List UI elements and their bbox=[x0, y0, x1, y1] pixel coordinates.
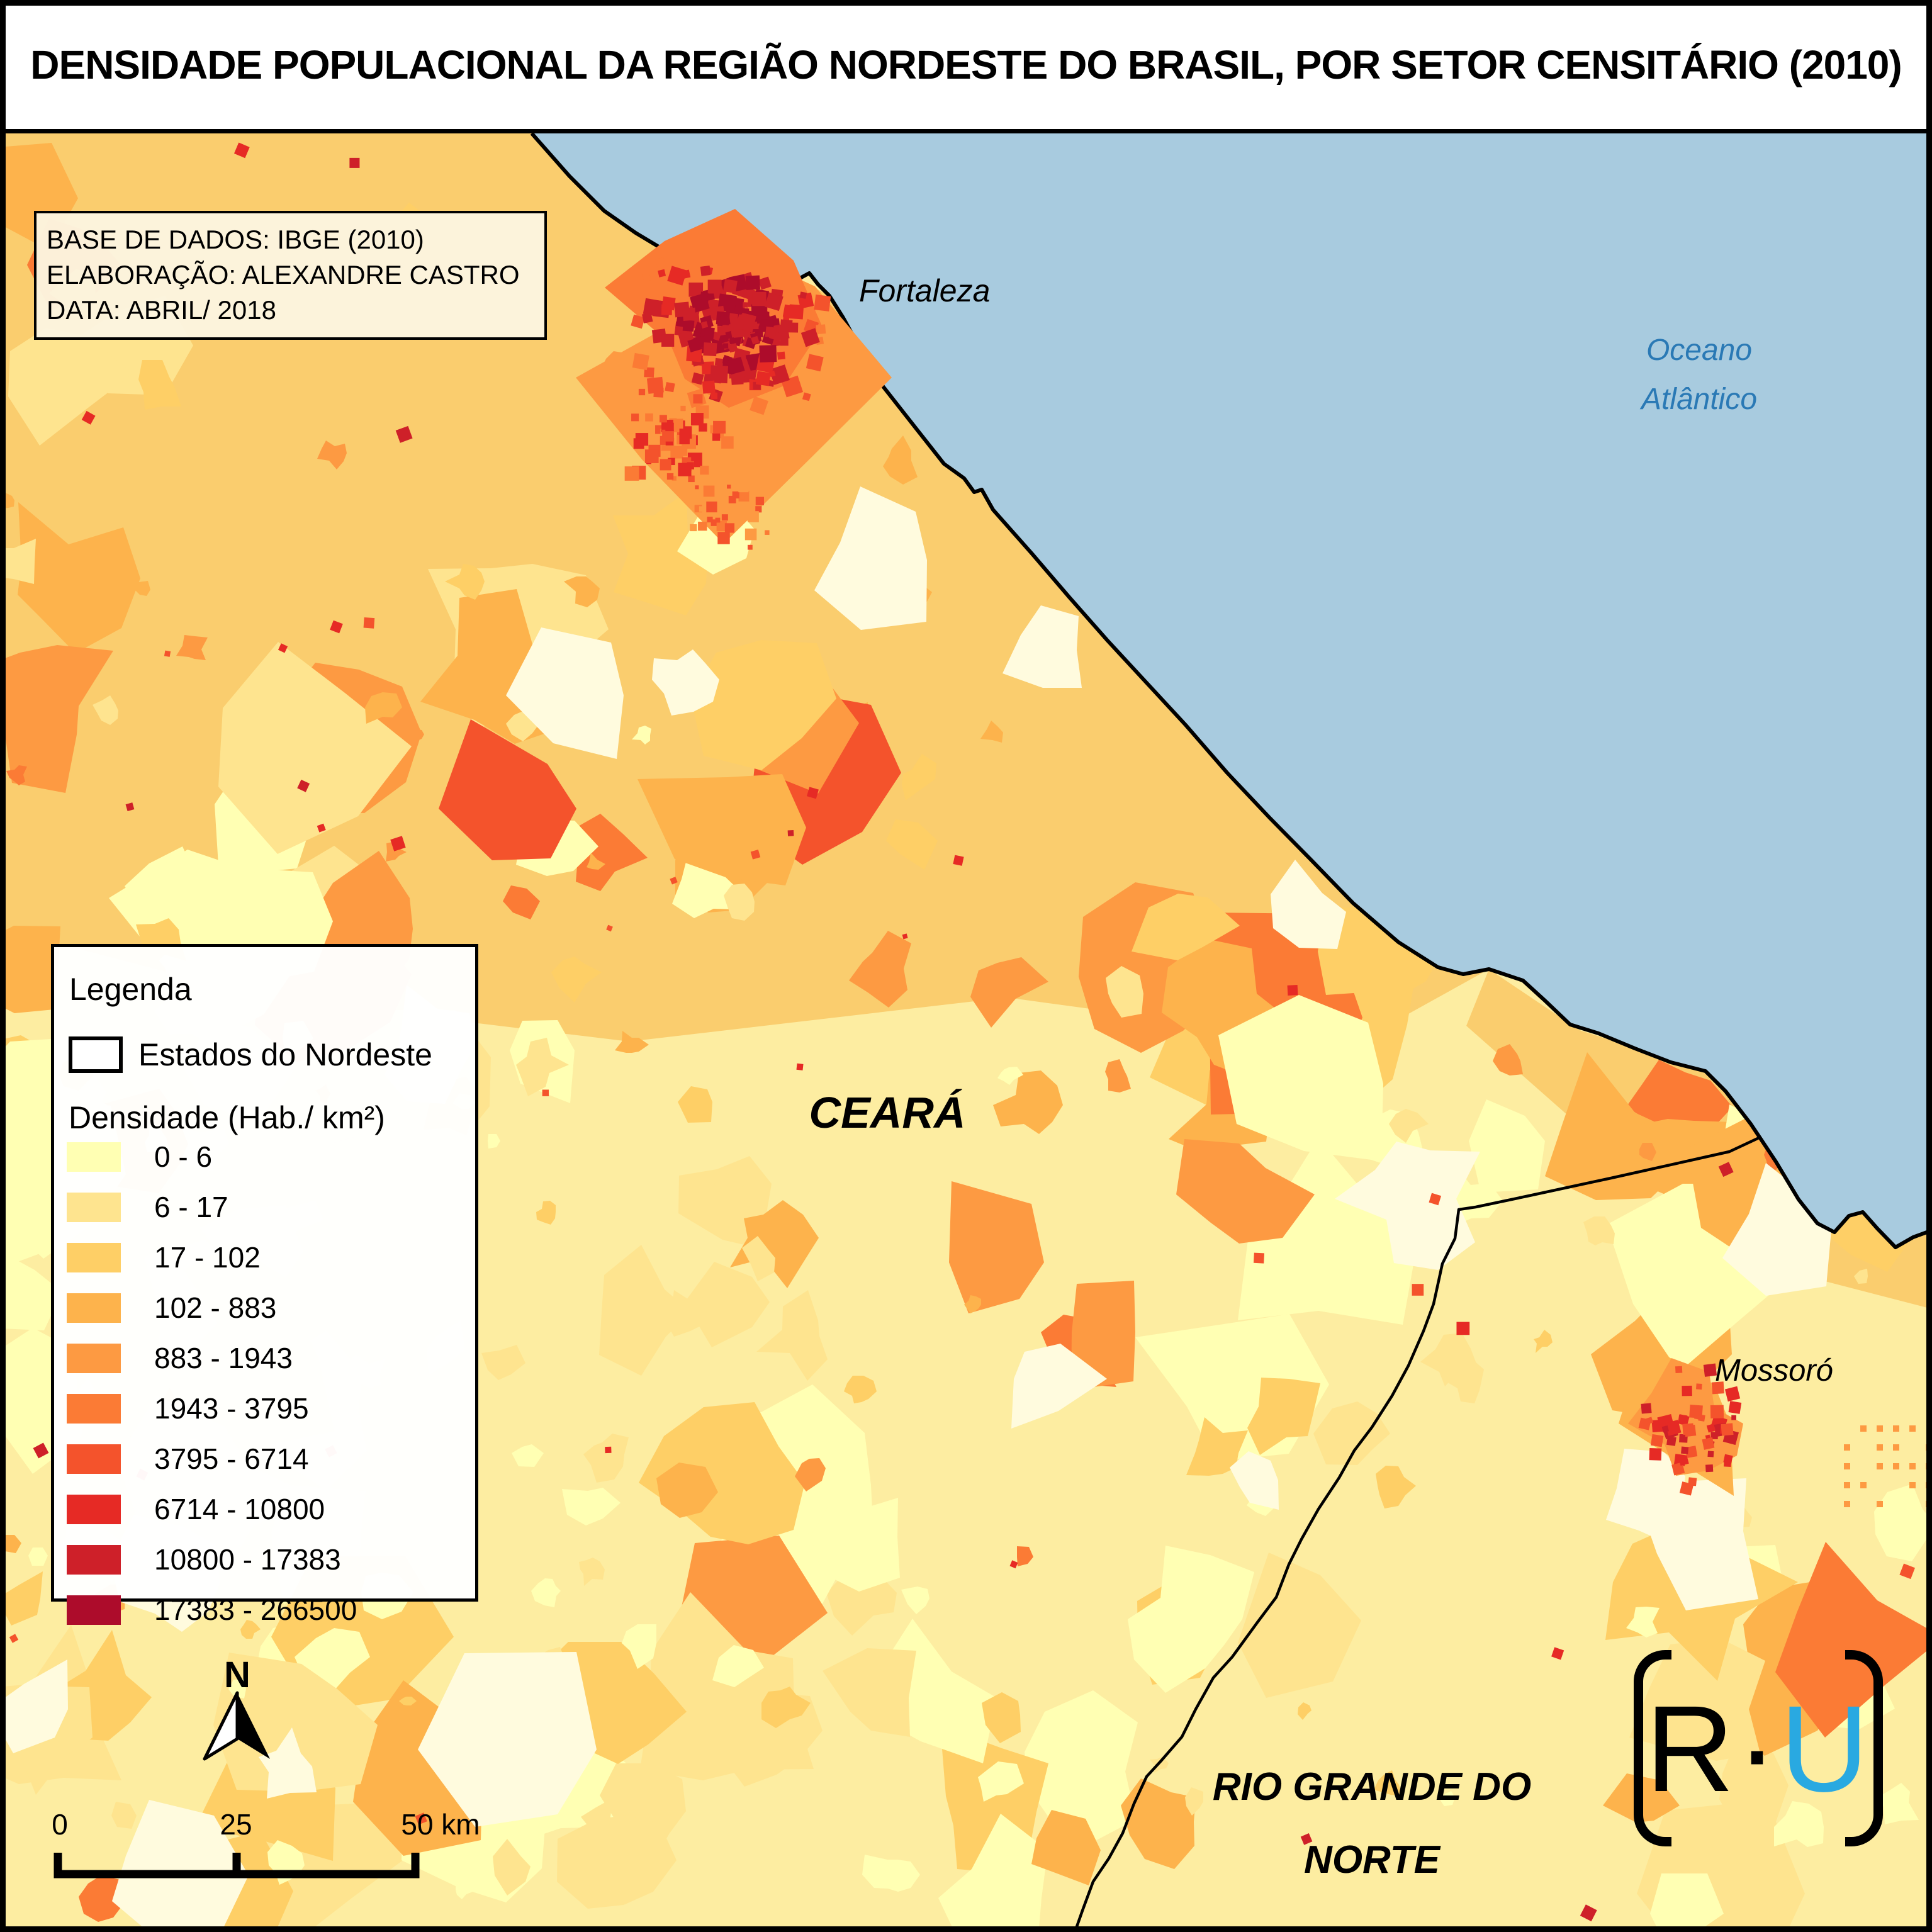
legend-class-swatch bbox=[67, 1444, 121, 1474]
rgn-label-line1: RIO GRANDE DO bbox=[1212, 1765, 1532, 1809]
legend-class-swatch bbox=[67, 1192, 121, 1222]
north-arrow-label: N bbox=[224, 1654, 250, 1695]
legend-heading: Legenda bbox=[69, 972, 192, 1007]
legend-class-swatch bbox=[67, 1393, 121, 1424]
legend-class-row: 3795 - 6714 bbox=[67, 1442, 357, 1476]
ocean-label-line1: Oceano bbox=[1646, 334, 1753, 367]
page-title: DENSIDADE POPULACIONAL DA REGIÃO NORDEST… bbox=[30, 42, 1902, 87]
ocean-label: Oceano Atlântico bbox=[1592, 326, 1806, 424]
legend-class-row: 1943 - 3795 bbox=[67, 1391, 357, 1425]
legend-class-label: 6 - 17 bbox=[154, 1191, 228, 1223]
legend-class-swatch bbox=[67, 1343, 121, 1373]
legend-class-label: 883 - 1943 bbox=[154, 1342, 293, 1374]
legend-class-swatch bbox=[67, 1293, 121, 1323]
legend-class-label: 3795 - 6714 bbox=[154, 1442, 309, 1475]
legend-class-label: 6714 - 10800 bbox=[154, 1493, 325, 1525]
logo-dot: · bbox=[1736, 1680, 1780, 1817]
legend-class-label: 1943 - 3795 bbox=[154, 1392, 309, 1425]
logo-letter-r: R bbox=[1645, 1680, 1737, 1817]
legend-class-label: 17383 - 266500 bbox=[154, 1593, 357, 1626]
legend-class-row: 883 - 1943 bbox=[67, 1341, 357, 1375]
scale-label-25: 25 bbox=[220, 1808, 252, 1841]
legend-class-label: 17 - 102 bbox=[154, 1241, 261, 1274]
ocean-label-line2: Atlântico bbox=[1641, 383, 1758, 416]
rgn-label-line2: NORTE bbox=[1304, 1838, 1440, 1882]
legend-density-heading: Densidade (Hab./ km²) bbox=[69, 1100, 385, 1135]
city-label-mossoro: Mossoró bbox=[1715, 1354, 1833, 1388]
logo-letter-u: U bbox=[1780, 1680, 1872, 1817]
legend-classes: 0 - 6 6 - 17 17 - 102 102 - 883 883 - 1943 19… bbox=[67, 1140, 357, 1643]
states-outline-swatch bbox=[69, 1036, 123, 1073]
legend-class-label: 0 - 6 bbox=[154, 1140, 213, 1173]
scale-label-0: 0 bbox=[52, 1808, 68, 1841]
legend-class-swatch bbox=[67, 1142, 121, 1172]
legend-class-swatch bbox=[67, 1242, 121, 1272]
title-bar: DENSIDADE POPULACIONAL DA REGIÃO NORDEST… bbox=[0, 0, 1932, 133]
legend-box: Legenda Estados do Nordeste Densidade (H… bbox=[51, 944, 478, 1626]
legend-states-row: Estados do Nordeste bbox=[69, 1036, 432, 1073]
legend-class-swatch bbox=[67, 1595, 121, 1625]
scale-label-50km: 50 km bbox=[401, 1808, 480, 1841]
state-label-ceara: CEARÁ bbox=[809, 1088, 966, 1137]
info-box: BASE DE DADOS: IBGE (2010) ELABORAÇÃO: A… bbox=[34, 211, 547, 340]
info-line-database: BASE DE DADOS: IBGE (2010) bbox=[47, 225, 424, 254]
legend-class-row: 17383 - 266500 bbox=[67, 1593, 357, 1627]
legend-class-row: 10800 - 17383 bbox=[67, 1542, 357, 1576]
legend-class-row: 102 - 883 bbox=[67, 1291, 357, 1325]
state-label-rio-grande-do-norte: RIO GRANDE DO NORTE bbox=[1183, 1751, 1561, 1897]
info-line-author: ELABORAÇÃO: ALEXANDRE CASTRO bbox=[47, 260, 520, 289]
legend-class-row: 0 - 6 bbox=[67, 1140, 357, 1174]
legend-class-swatch bbox=[67, 1544, 121, 1575]
legend-class-swatch bbox=[67, 1494, 121, 1524]
legend-class-row: 6714 - 10800 bbox=[67, 1492, 357, 1526]
ru-logo: R · U bbox=[1634, 1649, 1883, 1849]
legend-class-row: 6 - 17 bbox=[67, 1190, 357, 1224]
states-label: Estados do Nordeste bbox=[138, 1037, 432, 1072]
legend-class-label: 102 - 883 bbox=[154, 1291, 277, 1324]
info-line-date: DATA: ABRIL/ 2018 bbox=[47, 295, 276, 325]
city-label-fortaleza: Fortaleza bbox=[859, 273, 991, 308]
logo-text: R · U bbox=[1634, 1649, 1883, 1849]
legend-class-label: 10800 - 17383 bbox=[154, 1543, 341, 1576]
legend-class-row: 17 - 102 bbox=[67, 1240, 357, 1274]
